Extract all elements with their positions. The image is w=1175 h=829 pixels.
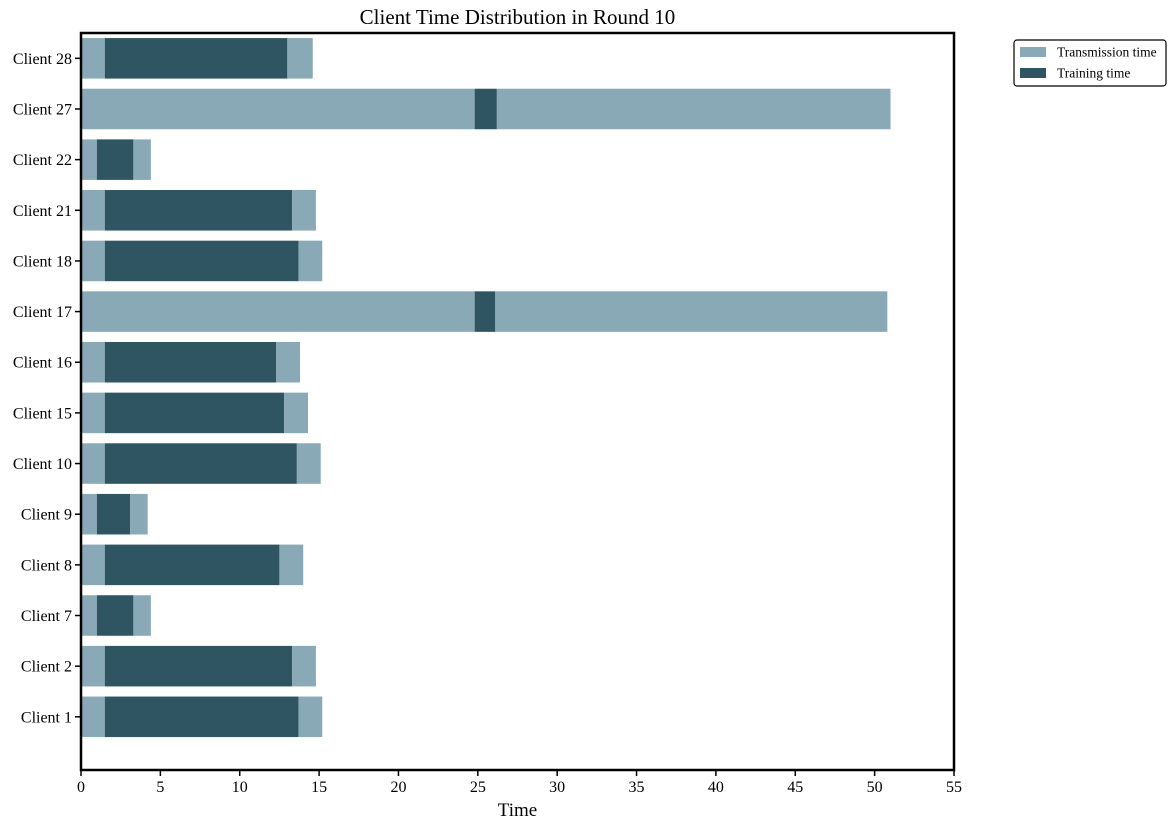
bar-client-9-training-time xyxy=(96,493,131,535)
bar-client-10-transmission-time-pre xyxy=(81,443,105,484)
bar-client-16-transmission-time-pre xyxy=(81,341,105,383)
bar-client-8-transmission-time-pre xyxy=(81,544,105,586)
bar-client-1-training-time xyxy=(104,696,299,738)
legend: Transmission time Training time xyxy=(1013,39,1167,87)
x-tick-label: 5 xyxy=(156,779,164,796)
bar-client-16-training-time xyxy=(104,341,277,383)
x-tick-label: 45 xyxy=(787,779,803,796)
x-tick-label: 25 xyxy=(470,779,486,796)
y-tick-label: Client 9 xyxy=(21,507,72,524)
plot-frame xyxy=(79,31,956,772)
bars-group xyxy=(81,38,891,738)
x-tick-label: 10 xyxy=(232,779,248,796)
y-tick-label: Client 2 xyxy=(21,659,72,676)
x-tick-label: 0 xyxy=(77,779,85,796)
x-tick-label: 55 xyxy=(946,779,962,796)
legend-box xyxy=(1013,39,1167,87)
y-tick-label: Client 17 xyxy=(13,304,72,321)
bar-client-27-transmission-time-post xyxy=(496,88,891,130)
bar-client-15-transmission-time-post xyxy=(284,392,308,434)
y-tick-label: Client 10 xyxy=(13,456,72,473)
y-tick-label: Client 8 xyxy=(21,557,72,574)
bar-client-2-transmission-time-post xyxy=(292,645,316,687)
y-tick-label: Client 16 xyxy=(13,355,72,372)
y-tick-label: Client 18 xyxy=(13,253,72,270)
x-axis-label: Time xyxy=(498,800,537,821)
bar-client-2-transmission-time-pre xyxy=(81,645,105,687)
bar-client-9-transmission-time-post xyxy=(130,493,148,535)
bar-client-9-transmission-time-pre xyxy=(81,493,97,535)
bar-client-10-transmission-time-post xyxy=(296,443,321,484)
bar-client-17-transmission-time-pre xyxy=(81,291,475,332)
bar-client-7-transmission-time-post xyxy=(133,595,151,636)
x-tick-label: 50 xyxy=(867,779,883,796)
bar-client-22-training-time xyxy=(96,139,134,180)
legend-swatch xyxy=(1020,47,1046,57)
legend-swatch xyxy=(1020,68,1046,78)
bar-client-10-training-time xyxy=(104,443,297,484)
bar-client-17-training-time xyxy=(474,291,496,332)
y-tick-label: Client 27 xyxy=(13,101,72,118)
bar-client-15-training-time xyxy=(104,392,285,434)
bar-client-22-transmission-time-post xyxy=(133,139,151,180)
x-tick-label: 20 xyxy=(390,779,406,796)
x-axis: 0 5 10 15 20 25 30 35 40 45 50 55 xyxy=(77,770,962,796)
legend-label: Training time xyxy=(1057,66,1130,81)
bar-client-27-transmission-time-pre xyxy=(81,88,475,130)
bar-client-18-training-time xyxy=(104,240,299,282)
bar-client-15-transmission-time-pre xyxy=(81,392,105,434)
bar-client-1-transmission-time-post xyxy=(298,696,323,738)
bar-client-22-transmission-time-pre xyxy=(81,139,97,180)
bar-client-21-training-time xyxy=(104,190,293,231)
bar-client-8-training-time xyxy=(104,544,280,586)
bar-client-7-transmission-time-pre xyxy=(81,595,97,636)
bar-client-21-transmission-time-pre xyxy=(81,190,105,231)
bar-client-28-training-time xyxy=(104,38,288,79)
bar-client-28-transmission-time-post xyxy=(287,38,313,79)
x-tick-label: 35 xyxy=(629,779,645,796)
legend-label: Transmission time xyxy=(1057,45,1157,60)
y-tick-label: Client 28 xyxy=(13,51,72,68)
bar-client-21-transmission-time-post xyxy=(292,190,316,231)
y-axis: Client 1 Client 2 Client 7 Client 8 Client 9… xyxy=(13,51,81,726)
y-tick-label: Client 1 xyxy=(21,709,72,726)
y-tick-label: Client 21 xyxy=(13,203,72,220)
bar-client-16-transmission-time-post xyxy=(276,341,301,383)
y-tick-label: Client 7 xyxy=(21,608,72,625)
bar-client-1-transmission-time-pre xyxy=(81,696,105,738)
bar-client-7-training-time xyxy=(96,595,134,636)
chart-title: Client Time Distribution in Round 10 xyxy=(360,5,676,29)
x-tick-label: 15 xyxy=(311,779,327,796)
bar-client-8-transmission-time-post xyxy=(279,544,304,586)
bar-client-2-training-time xyxy=(104,645,293,687)
y-tick-label: Client 15 xyxy=(13,405,72,422)
bar-client-28-transmission-time-pre xyxy=(81,38,105,79)
bar-client-17-transmission-time-post xyxy=(495,291,888,332)
bar-client-18-transmission-time-pre xyxy=(81,240,105,282)
bar-client-27-training-time xyxy=(474,88,497,130)
x-tick-label: 30 xyxy=(549,779,565,796)
bar-client-18-transmission-time-post xyxy=(298,240,323,282)
x-tick-label: 40 xyxy=(708,779,724,796)
y-tick-label: Client 22 xyxy=(13,152,72,169)
